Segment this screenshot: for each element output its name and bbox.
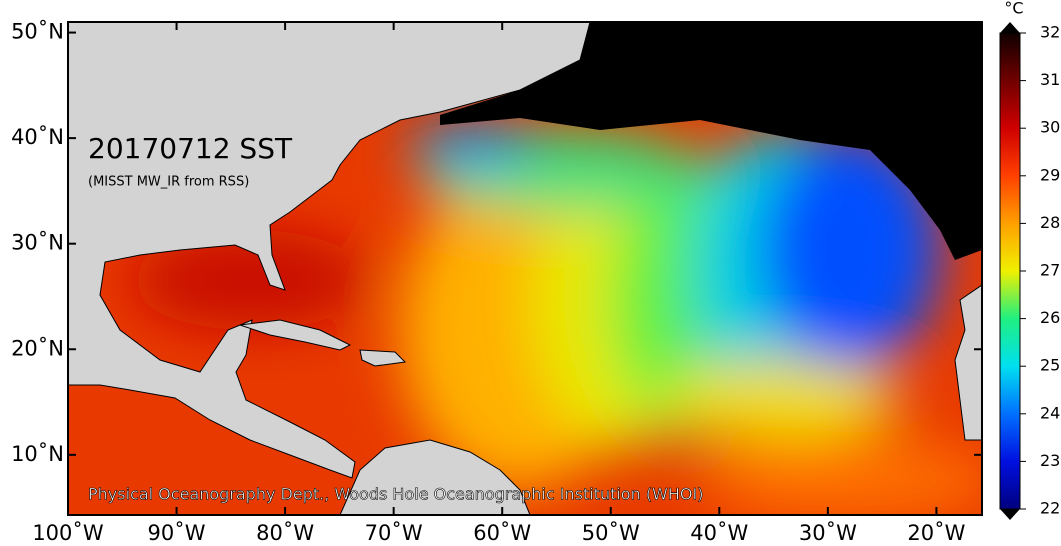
- x-tick-label: 30˚W: [799, 521, 857, 545]
- map-subtitle: (MISST MW_IR from RSS): [88, 175, 249, 190]
- x-tick-label: 100˚W: [32, 521, 104, 545]
- x-tick-label: 50˚W: [582, 521, 640, 545]
- colorbar: [999, 32, 1021, 510]
- y-tick-label: 20˚N: [11, 336, 64, 360]
- map-credit: Physical Oceanography Dept., Woods Hole …: [88, 485, 703, 504]
- colorbar-tick-label: 28: [1040, 213, 1060, 232]
- colorbar-tick-label: 23: [1040, 451, 1060, 470]
- colorbar-min-arrow: [1000, 509, 1020, 520]
- x-tick-label: 80˚W: [256, 521, 314, 545]
- north-america: [68, 22, 591, 479]
- colorbar-tick-label: 32: [1040, 23, 1060, 42]
- y-tick-label: 40˚N: [11, 125, 64, 149]
- colorbar-tick-label: 31: [1040, 70, 1060, 89]
- x-tick-label: 90˚W: [148, 521, 206, 545]
- colorbar-tick-label: 24: [1040, 403, 1060, 422]
- colorbar-tick-label: 26: [1040, 308, 1060, 327]
- y-tick-label: 10˚N: [11, 442, 64, 466]
- colorbar-tick-label: 30: [1040, 118, 1060, 137]
- colorbar-tick-label: 27: [1040, 261, 1060, 280]
- south-america: [339, 439, 531, 515]
- x-tick-label: 20˚W: [907, 521, 965, 545]
- colorbar-tick-label: 22: [1040, 499, 1060, 518]
- x-tick-label: 70˚W: [365, 521, 423, 545]
- y-tick-label: 30˚N: [11, 231, 64, 255]
- colorbar-tick-label: 25: [1040, 356, 1060, 375]
- colorbar-tick-label: 29: [1040, 165, 1060, 184]
- map-title: 20170712 SST: [88, 132, 293, 165]
- x-tick-label: 60˚W: [473, 521, 531, 545]
- map-frame: [67, 21, 983, 516]
- colorbar-unit: °C: [1004, 0, 1023, 18]
- y-tick-label: 50˚N: [11, 20, 64, 44]
- colorbar-max-arrow: [1000, 22, 1020, 33]
- no-data-area: [440, 22, 982, 260]
- hispaniola: [359, 349, 407, 367]
- cuba: [239, 319, 352, 351]
- land-and-masks: [68, 22, 982, 515]
- africa: [954, 284, 982, 441]
- x-tick-label: 40˚W: [690, 521, 748, 545]
